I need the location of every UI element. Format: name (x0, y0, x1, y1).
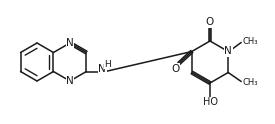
Text: CH₃: CH₃ (242, 37, 258, 46)
Text: N: N (66, 76, 74, 86)
Text: H: H (104, 60, 111, 69)
Text: CH₃: CH₃ (242, 78, 258, 87)
Text: O: O (172, 63, 180, 74)
Text: O: O (206, 17, 214, 27)
Text: N: N (66, 38, 74, 48)
Text: N: N (224, 46, 232, 57)
Text: N: N (98, 63, 106, 74)
Text: HO: HO (202, 97, 218, 107)
